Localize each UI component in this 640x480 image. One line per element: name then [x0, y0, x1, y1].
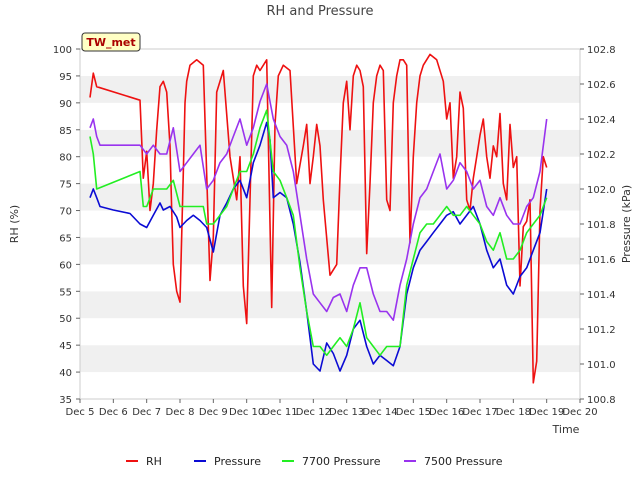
x-tick-label: Dec 11 — [262, 407, 297, 418]
left-tick-label: 95 — [59, 72, 72, 83]
left-axis-label: RH (%) — [8, 205, 21, 243]
left-tick-label: 40 — [59, 368, 72, 379]
left-tick-label: 85 — [59, 126, 72, 137]
right-tick-label: 102.6 — [587, 80, 616, 91]
left-tick-label: 100 — [53, 45, 72, 56]
left-tick-label: 65 — [59, 233, 72, 244]
legend-label-7700-pressure: 7700 Pressure — [302, 455, 381, 468]
x-tick-label: Dec 5 — [66, 407, 95, 418]
grid-band — [80, 372, 580, 399]
series-line-7700-pressure — [89, 109, 548, 357]
left-tick-label: 90 — [59, 99, 72, 110]
right-tick-label: 101.6 — [587, 255, 616, 266]
right-tick-label: 102.4 — [587, 115, 616, 126]
x-tick-label: Dec 20 — [562, 407, 597, 418]
legend-label-pressure: Pressure — [214, 455, 261, 468]
station-label-box: TW_met — [81, 32, 141, 52]
left-axis: 35 40 45 50 55 60 65 70 75 80 85 90 95 100 — [53, 45, 80, 406]
right-tick-label: 102.2 — [587, 150, 616, 161]
x-tick-label: Dec 12 — [296, 407, 331, 418]
x-tick-label: Dec 14 — [362, 407, 397, 418]
left-tick-label: 70 — [59, 207, 72, 218]
right-axis-label: Pressure (kPa) — [620, 185, 633, 263]
grid-band — [80, 183, 580, 211]
right-axis: 100.8 101.0 101.2 101.4 101.6 101.8 102.0 102.2… — [580, 45, 616, 406]
legend-label-rh: RH — [146, 455, 162, 468]
x-tick-label: Dec 8 — [166, 407, 195, 418]
x-tick-label: Dec 16 — [429, 407, 464, 418]
right-tick-label: 102.0 — [587, 185, 616, 196]
left-tick-label: 60 — [59, 260, 72, 271]
x-tick-label: Dec 19 — [529, 407, 564, 418]
right-tick-label: 101.0 — [587, 360, 616, 371]
x-axis-label: Time — [552, 423, 580, 436]
grid-band — [80, 102, 580, 130]
right-tick-label: 101.4 — [587, 290, 616, 301]
left-tick-label: 35 — [59, 395, 72, 406]
right-tick-label: 101.2 — [587, 325, 616, 336]
grid-band — [80, 49, 580, 76]
series-line-pressure — [89, 121, 548, 372]
x-tick-label: Dec 9 — [199, 407, 228, 418]
grid-band — [80, 318, 580, 346]
legend: RH Pressure 7700 Pressure 7500 Pressure — [126, 455, 503, 468]
grid-band — [80, 156, 580, 184]
x-tick-label: Dec 7 — [132, 407, 161, 418]
left-tick-label: 50 — [59, 314, 72, 325]
x-tick-label: Dec 10 — [229, 407, 264, 418]
legend-label-7500-pressure: 7500 Pressure — [424, 455, 503, 468]
station-label-background — [81, 32, 141, 52]
left-tick-label: 75 — [59, 180, 72, 191]
x-tick-label: Dec 6 — [99, 407, 128, 418]
right-tick-label: 100.8 — [587, 395, 616, 406]
right-tick-label: 102.8 — [587, 45, 616, 56]
grid-bands — [80, 49, 580, 399]
series-line-rh — [89, 53, 548, 384]
x-tick-label: Dec 18 — [496, 407, 531, 418]
x-tick-label: Dec 13 — [329, 407, 364, 418]
x-tick-label: Dec 15 — [396, 407, 431, 418]
grid-band — [80, 210, 580, 238]
grid-band — [80, 75, 580, 103]
series-lines — [89, 53, 548, 384]
left-tick-label: 80 — [59, 153, 72, 164]
series-line-7500-pressure — [89, 83, 548, 322]
station-label-text: TW_met — [86, 36, 135, 49]
chart-title: RH and Pressure — [266, 4, 373, 19]
right-tick-label: 101.8 — [587, 220, 616, 231]
x-tick-label: Dec 17 — [462, 407, 497, 418]
left-tick-label: 45 — [59, 341, 72, 352]
left-tick-label: 55 — [59, 287, 72, 298]
